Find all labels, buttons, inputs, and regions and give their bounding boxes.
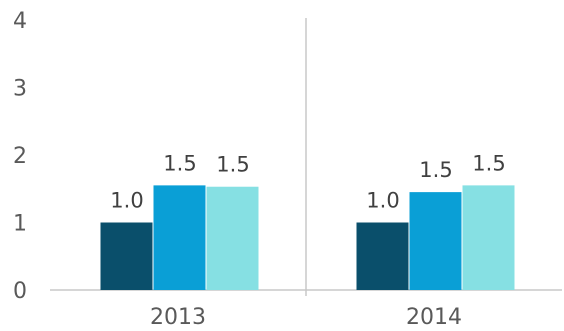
data-label: 1.5 <box>163 151 196 175</box>
y-axis-ticks: 0 1 2 3 4 <box>13 9 27 304</box>
bar <box>462 185 515 290</box>
bar <box>100 222 153 290</box>
data-labels: 1.0 1.5 1.5 1.0 1.5 1.5 <box>110 151 505 212</box>
data-label: 1.0 <box>366 189 399 213</box>
bar <box>356 222 409 290</box>
data-label: 1.5 <box>419 158 452 182</box>
y-tick-label: 2 <box>13 144 27 169</box>
x-category-label: 2014 <box>406 305 462 330</box>
data-label: 1.5 <box>216 153 249 177</box>
y-tick-label: 0 <box>13 279 27 304</box>
y-tick-label: 4 <box>13 9 27 34</box>
bar <box>153 185 206 290</box>
bar-series <box>100 185 515 290</box>
x-axis-labels: 2013 2014 <box>150 305 462 330</box>
data-label: 1.0 <box>110 189 143 213</box>
x-category-label: 2013 <box>150 305 206 330</box>
y-tick-label: 3 <box>13 77 27 102</box>
bar <box>409 192 462 290</box>
bar <box>206 186 259 290</box>
y-tick-label: 1 <box>13 212 27 237</box>
data-label: 1.5 <box>472 151 505 175</box>
